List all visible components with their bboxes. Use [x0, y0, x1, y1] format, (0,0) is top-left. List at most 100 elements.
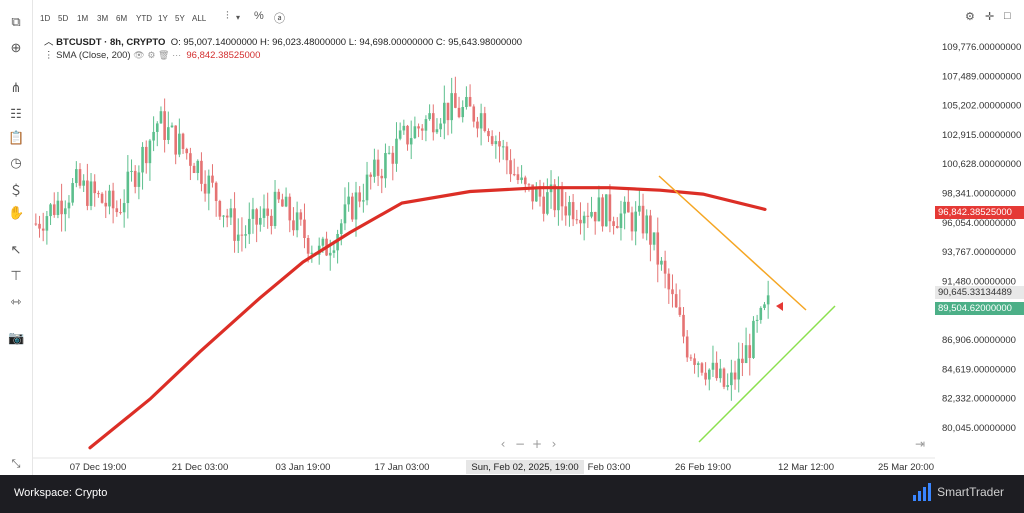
cursor-tool-icon[interactable]: ↖ — [10, 242, 22, 257]
price-tick-label: 80,045.00000000 — [942, 423, 1016, 434]
candle-body — [671, 289, 674, 295]
trendline-tool-icon[interactable]: ⊤ — [10, 268, 22, 283]
candle-body — [568, 202, 571, 216]
copy-icon[interactable]: ⧉ — [11, 14, 21, 29]
timeframe-all[interactable]: ALL — [192, 14, 207, 23]
candle-body — [741, 358, 744, 364]
brand-logo: SmartTrader — [913, 483, 1004, 501]
candle-body — [56, 200, 60, 215]
candle-body — [608, 194, 612, 222]
candle-body — [225, 215, 229, 218]
timeframe-3m[interactable]: 3M — [97, 14, 109, 23]
crosshair-time-box — [466, 460, 584, 474]
candle-body — [634, 211, 637, 232]
chart-type-icon[interactable]: ⫶ — [226, 10, 229, 22]
measure-tool-icon[interactable]: ⇿ — [10, 294, 22, 309]
chevron-down-icon[interactable]: ▾ — [236, 13, 241, 22]
candle-body — [354, 192, 358, 220]
settings-icon[interactable]: ⚙ — [147, 50, 156, 60]
candle-body — [586, 215, 590, 217]
candle-body — [535, 187, 538, 202]
candle-body — [60, 200, 63, 215]
price-tick-label: 102,915.00000000 — [942, 130, 1021, 141]
candle-body — [468, 96, 472, 107]
candle-body — [759, 307, 763, 320]
candle-body — [597, 197, 601, 222]
candle-body — [707, 369, 711, 380]
candle-body — [218, 201, 222, 217]
candle-body — [115, 208, 119, 213]
candle-body — [391, 152, 395, 164]
timeframe-ytd[interactable]: YTD — [136, 14, 152, 23]
log-scale-icon[interactable]: ⓐ — [274, 13, 285, 25]
candle-body — [719, 368, 722, 379]
candle-body — [417, 126, 420, 129]
open-value: 95,007.14000000 — [183, 37, 258, 48]
price-chart[interactable]: 109,776.00000000 107,489.00000000 105,202.… — [0, 0, 1024, 475]
candle-body — [277, 191, 281, 200]
price-tick-label: 96,054.00000000 — [942, 218, 1016, 229]
price-tick-label: 109,776.00000000 — [942, 42, 1021, 53]
timeframe-6m[interactable]: 6M — [116, 14, 128, 23]
candle-body — [744, 345, 748, 364]
zoom-in-icon[interactable]: + — [532, 437, 542, 451]
candle-body — [45, 216, 49, 231]
candle-body — [512, 174, 516, 176]
fullscreen-icon[interactable]: □ — [1004, 10, 1011, 22]
candle-body — [126, 171, 130, 204]
candle-body — [439, 123, 442, 130]
candle-body — [270, 215, 273, 227]
visibility-icon[interactable]: 👁 — [133, 50, 145, 60]
workspace-label[interactable]: Workspace: Crypto — [14, 487, 108, 499]
candle-body — [214, 182, 218, 202]
price-tick-label: 84,619.00000000 — [942, 364, 1016, 375]
collapse-icon[interactable]: ︿ — [44, 37, 54, 48]
candle-body — [479, 113, 483, 129]
candle-body — [321, 238, 325, 246]
scroll-to-end-icon[interactable]: ⇥ — [915, 437, 925, 451]
trend-line-support[interactable] — [698, 305, 836, 443]
candle-body — [174, 125, 177, 155]
scroll-right-icon[interactable]: › — [552, 437, 557, 451]
expand-icon[interactable]: ⤡ — [11, 458, 21, 470]
candle-body — [615, 225, 619, 229]
scroll-left-icon[interactable]: ‹ — [501, 437, 506, 451]
timeframe-1d[interactable]: 1D — [40, 14, 51, 23]
settings-gear-icon[interactable]: ⚙ — [965, 11, 975, 23]
candle-body — [409, 138, 413, 145]
candle-body — [711, 362, 715, 370]
percent-icon[interactable]: % — [254, 10, 264, 22]
candle-body — [34, 223, 38, 225]
close-value: 95,643.98000000 — [448, 37, 523, 48]
crosshair-icon[interactable]: ✛ — [985, 11, 995, 23]
delete-icon[interactable]: 🗑 — [158, 50, 170, 60]
timeframe-5d[interactable]: 5D — [58, 14, 69, 23]
dollar-icon[interactable]: ＄ — [9, 183, 23, 198]
clock-icon[interactable]: ◷ — [10, 155, 22, 170]
price-tick-label: 107,489.00000000 — [942, 71, 1021, 82]
high-label: H: — [259, 37, 270, 48]
indicators-icon[interactable]: ⋔ — [10, 80, 22, 95]
clipboard-icon[interactable]: 📋 — [8, 130, 25, 145]
add-icon[interactable]: ⊕ — [10, 40, 22, 55]
notes-icon[interactable]: ☷ — [10, 106, 22, 121]
candle-body — [604, 194, 608, 227]
candle-body — [163, 111, 166, 140]
trend-line-resistance[interactable] — [658, 175, 807, 311]
drag-handle-icon[interactable]: ⋮ — [44, 50, 54, 61]
more-icon[interactable]: ⋯ — [172, 50, 182, 60]
camera-icon[interactable]: 📷 — [8, 330, 25, 345]
candle-body — [546, 192, 549, 214]
candle-body — [696, 363, 700, 365]
timeframe-1y[interactable]: 1Y — [158, 14, 168, 23]
timeframe-1m[interactable]: 1M — [77, 14, 89, 23]
candle-body — [251, 209, 255, 219]
zoom-out-icon[interactable]: − — [515, 437, 525, 451]
sma-legend: ⋮ SMA (Close, 200) 👁 ⚙ 🗑 ⋯ 96,842.385250… — [44, 50, 260, 61]
candle-body — [207, 175, 211, 194]
timeframe-5y[interactable]: 5Y — [175, 14, 185, 23]
hand-icon[interactable]: ✋ — [8, 205, 25, 220]
candle-body — [542, 196, 545, 214]
candle-body — [347, 196, 350, 205]
candle-body — [130, 170, 133, 172]
